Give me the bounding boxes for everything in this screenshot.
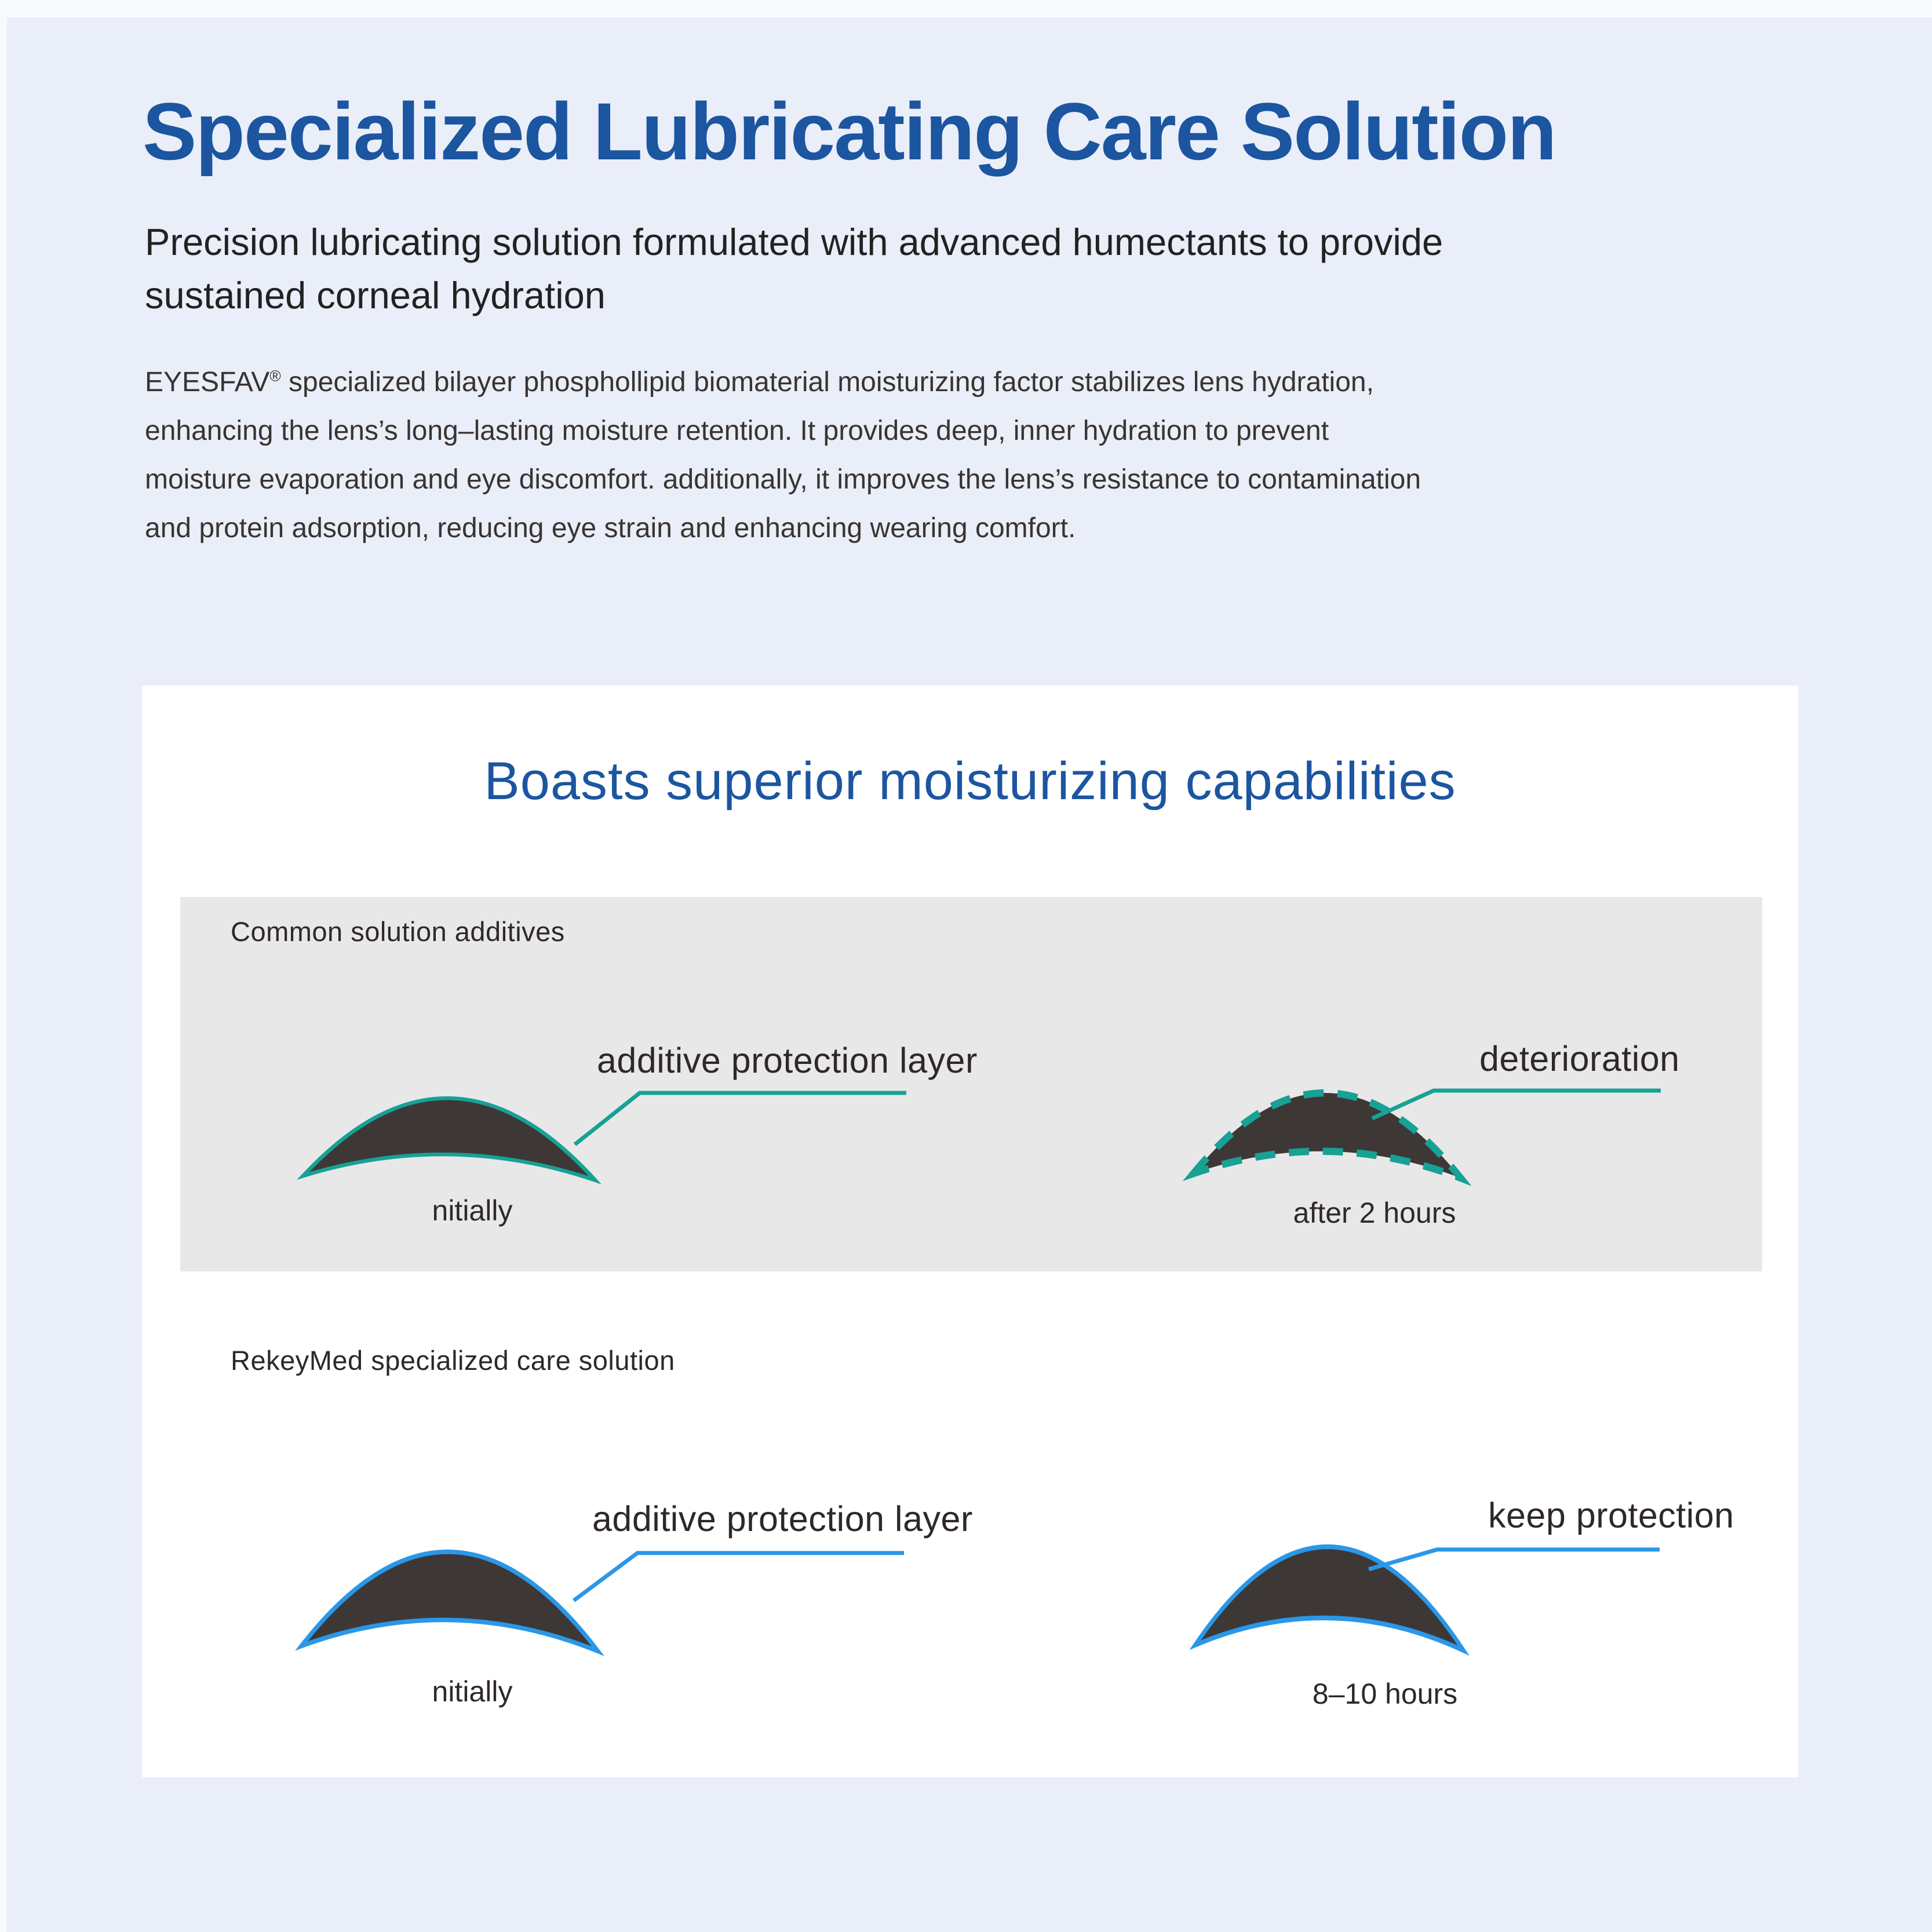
rekeymed-solution-label: RekeyMed specialized care solution	[231, 1345, 675, 1376]
page-edge-left-highlight	[0, 0, 7, 1932]
common-additives-label: Common solution additives	[231, 916, 565, 947]
description-line-1-text: specialized bilayer phosphollipid biomat…	[280, 367, 1374, 398]
page-subtitle-line-2: sustained corneal hydration	[145, 274, 606, 316]
caption-8-10-hours: 8–10 hours	[1312, 1678, 1458, 1710]
callout-additive-protection-layer-rekeymed: additive protection layer	[592, 1499, 973, 1539]
callout-keep-protection: keep protection	[1488, 1496, 1734, 1535]
brand-name: EYESFAV	[145, 367, 270, 398]
description-line-4: and protein adsorption, reducing eye str…	[145, 513, 1076, 544]
caption-after-2-hours: after 2 hours	[1293, 1197, 1456, 1229]
page-title: Specialized Lubricating Care Solution	[143, 86, 1557, 177]
card-title: Boasts superior moisturizing capabilitie…	[484, 752, 1456, 811]
lens-rekeymed-initial	[295, 1550, 605, 1657]
lens-rekeymed-protected	[1189, 1544, 1470, 1656]
page-edge-top-highlight	[0, 0, 1932, 17]
common-additives-panel	[180, 897, 1762, 1271]
page-description: EYESFAV® specialized bilayer phosphollip…	[145, 358, 1883, 553]
page-subtitle: Precision lubricating solution formulate…	[145, 216, 1883, 322]
caption-initially-rekeymed: nitially	[432, 1675, 513, 1708]
lens-common-deteriorated	[1182, 1089, 1472, 1186]
callout-deterioration: deterioration	[1479, 1039, 1680, 1078]
callout-additive-protection-layer-common: additive protection layer	[597, 1041, 978, 1080]
description-line-3: moisture evaporation and eye discomfort.…	[145, 464, 1421, 495]
description-line-1: EYESFAV® specialized bilayer phosphollip…	[145, 358, 1883, 407]
registered-trademark-symbol: ®	[269, 367, 281, 385]
description-line-2: enhancing the lens’s long–lasting moistu…	[145, 415, 1329, 446]
page-subtitle-line-1: Precision lubricating solution formulate…	[145, 221, 1443, 263]
lens-common-initial	[297, 1096, 602, 1184]
caption-initially-common: nitially	[432, 1194, 513, 1227]
